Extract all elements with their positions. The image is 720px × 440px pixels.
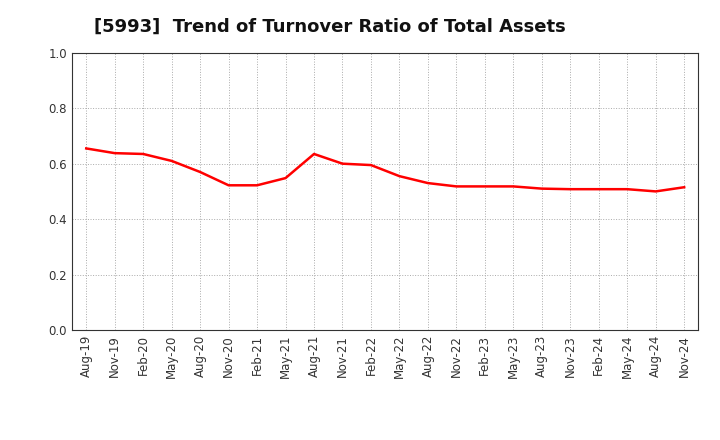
Text: [5993]  Trend of Turnover Ratio of Total Assets: [5993] Trend of Turnover Ratio of Total … <box>94 18 565 36</box>
